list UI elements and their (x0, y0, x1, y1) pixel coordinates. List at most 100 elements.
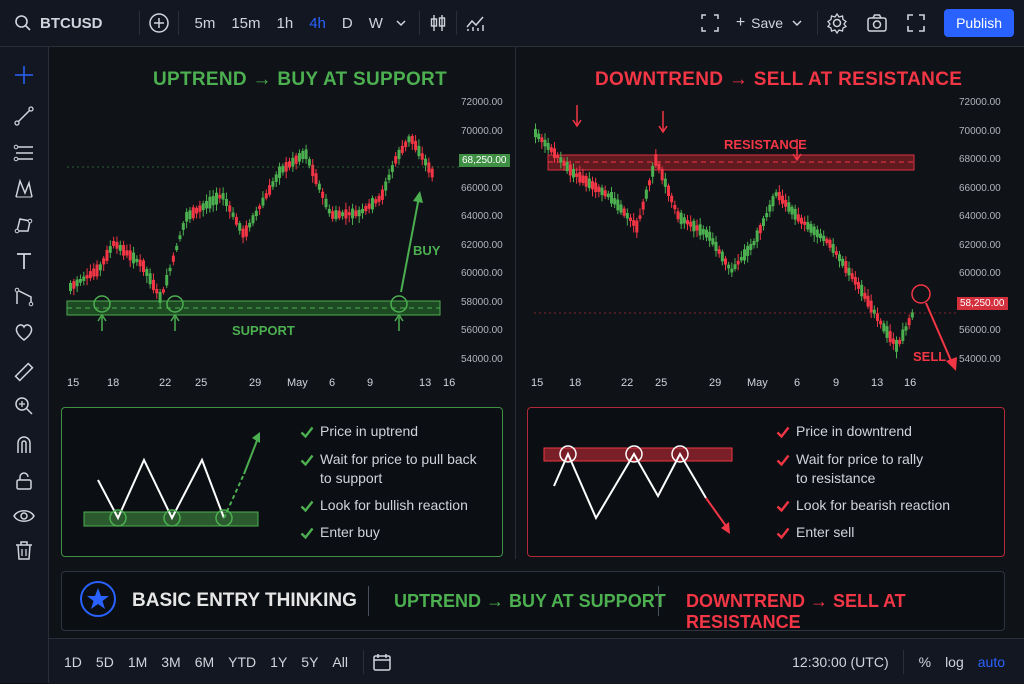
candle (168, 267, 172, 272)
sell-label: SELL (913, 349, 947, 364)
right-ytick: 64000.00 (959, 211, 1001, 222)
right-xtick: 22 (621, 377, 634, 389)
candle (834, 251, 838, 255)
candle (860, 284, 864, 297)
indicators-icon[interactable] (465, 13, 487, 33)
left-xtick: 6 (329, 377, 336, 389)
range-1m[interactable]: 1M (127, 653, 148, 670)
ruler-icon[interactable] (12, 360, 36, 384)
fullscreen-icon[interactable] (906, 13, 926, 33)
candle (311, 164, 315, 177)
candle (85, 274, 89, 279)
candle (546, 142, 550, 150)
candle (594, 182, 598, 193)
candle (762, 218, 765, 226)
candle (635, 220, 639, 233)
candle (777, 191, 781, 201)
range-all[interactable]: All (332, 653, 348, 670)
candle (165, 274, 169, 286)
fullscreen-select-icon[interactable] (700, 13, 720, 33)
candle (404, 141, 408, 148)
right-ytick: 60000.00 (959, 268, 1001, 279)
candle (790, 206, 794, 215)
calendar-icon[interactable] (372, 652, 392, 672)
candle (540, 137, 544, 143)
candle (128, 250, 132, 261)
range-5d[interactable]: 5D (95, 653, 114, 670)
zoom-icon[interactable] (12, 394, 36, 418)
candle (736, 260, 740, 265)
gear-icon[interactable] (826, 12, 848, 34)
checklist-label: Wait for price to rally to resistance (796, 451, 924, 486)
range-1d[interactable]: 1D (64, 653, 82, 670)
candle (638, 215, 642, 219)
timeframe-d[interactable]: D (341, 14, 353, 32)
candle (695, 225, 699, 231)
timeframe-w[interactable]: W (368, 14, 383, 32)
camera-icon[interactable] (866, 13, 888, 33)
candle (648, 180, 651, 186)
checklist-label: Price in downtrend (796, 423, 912, 439)
log-toggle[interactable]: log (945, 653, 964, 670)
right-ytick: 68000.00 (959, 154, 1001, 165)
text-icon[interactable] (12, 249, 36, 273)
timeframe-1h[interactable]: 1h (276, 14, 294, 32)
crosshair-icon[interactable] (12, 63, 36, 87)
candles-icon[interactable] (428, 13, 448, 33)
candle (556, 154, 560, 159)
timeframe-5m[interactable]: 5m (194, 14, 216, 32)
check-icon (776, 527, 790, 540)
candle (278, 166, 282, 179)
candle (138, 259, 142, 267)
trendline-icon[interactable] (12, 104, 36, 128)
check-icon (776, 454, 790, 467)
entry-banner: BASIC ENTRY THINKING UPTREND → BUY AT SU… (61, 571, 1005, 632)
eye-icon[interactable] (12, 504, 36, 528)
candle (910, 312, 914, 318)
timeframe-15m[interactable]: 15m (231, 14, 261, 32)
timeframe-4h[interactable]: 4h (309, 14, 326, 32)
right-xtick: 15 (531, 377, 544, 389)
lock-icon[interactable] (12, 469, 36, 493)
candle (208, 196, 212, 209)
magnet-icon[interactable] (12, 433, 36, 457)
left-xtick: May (287, 377, 308, 389)
left-ytick: 72000.00 (461, 97, 503, 108)
checklist-label: Enter sell (796, 524, 855, 540)
search-icon[interactable] (14, 14, 32, 32)
candle (135, 258, 139, 263)
fib-icon[interactable] (12, 141, 36, 165)
down-arrow-head (658, 125, 668, 134)
heart-icon[interactable] (12, 320, 36, 344)
checklist-item: Price in downtrend (776, 422, 912, 441)
range-3m[interactable]: 3M (161, 653, 181, 670)
candle (387, 174, 391, 180)
save-button[interactable]: + Save (736, 14, 803, 32)
clock-time[interactable]: 12:30:00 (UTC) (792, 653, 889, 670)
downtrend-chart[interactable] (516, 47, 1024, 392)
uptrend-chart[interactable] (49, 47, 515, 392)
sell-arrow (925, 302, 953, 364)
range-5y[interactable]: 5Y (301, 653, 319, 670)
pattern-icon[interactable] (12, 177, 36, 201)
range-ytd[interactable]: YTD (228, 653, 257, 670)
path-icon[interactable] (12, 213, 36, 237)
candle (248, 222, 252, 228)
symbol-search[interactable]: BTCUSD (40, 14, 103, 32)
banner-sep-1 (368, 586, 369, 616)
measure-icon[interactable] (12, 285, 36, 309)
trash-icon[interactable] (12, 539, 36, 563)
candle (705, 229, 708, 238)
auto-toggle[interactable]: auto (977, 653, 1005, 670)
plus-circle-icon[interactable] (148, 12, 170, 34)
candle (427, 162, 431, 173)
range-1y[interactable]: 1Y (270, 653, 288, 670)
bottom-toolbar: 1D 5D 1M 3M 6M YTD 1Y 5Y All 12:30:00 (U… (49, 638, 1024, 684)
range-6m[interactable]: 6M (194, 653, 215, 670)
candle (904, 326, 908, 331)
publish-button[interactable]: Publish (944, 9, 1014, 37)
candle (771, 196, 775, 207)
percent-toggle[interactable]: % (918, 653, 932, 670)
chevron-down-icon[interactable] (395, 17, 407, 29)
candle (610, 191, 613, 204)
